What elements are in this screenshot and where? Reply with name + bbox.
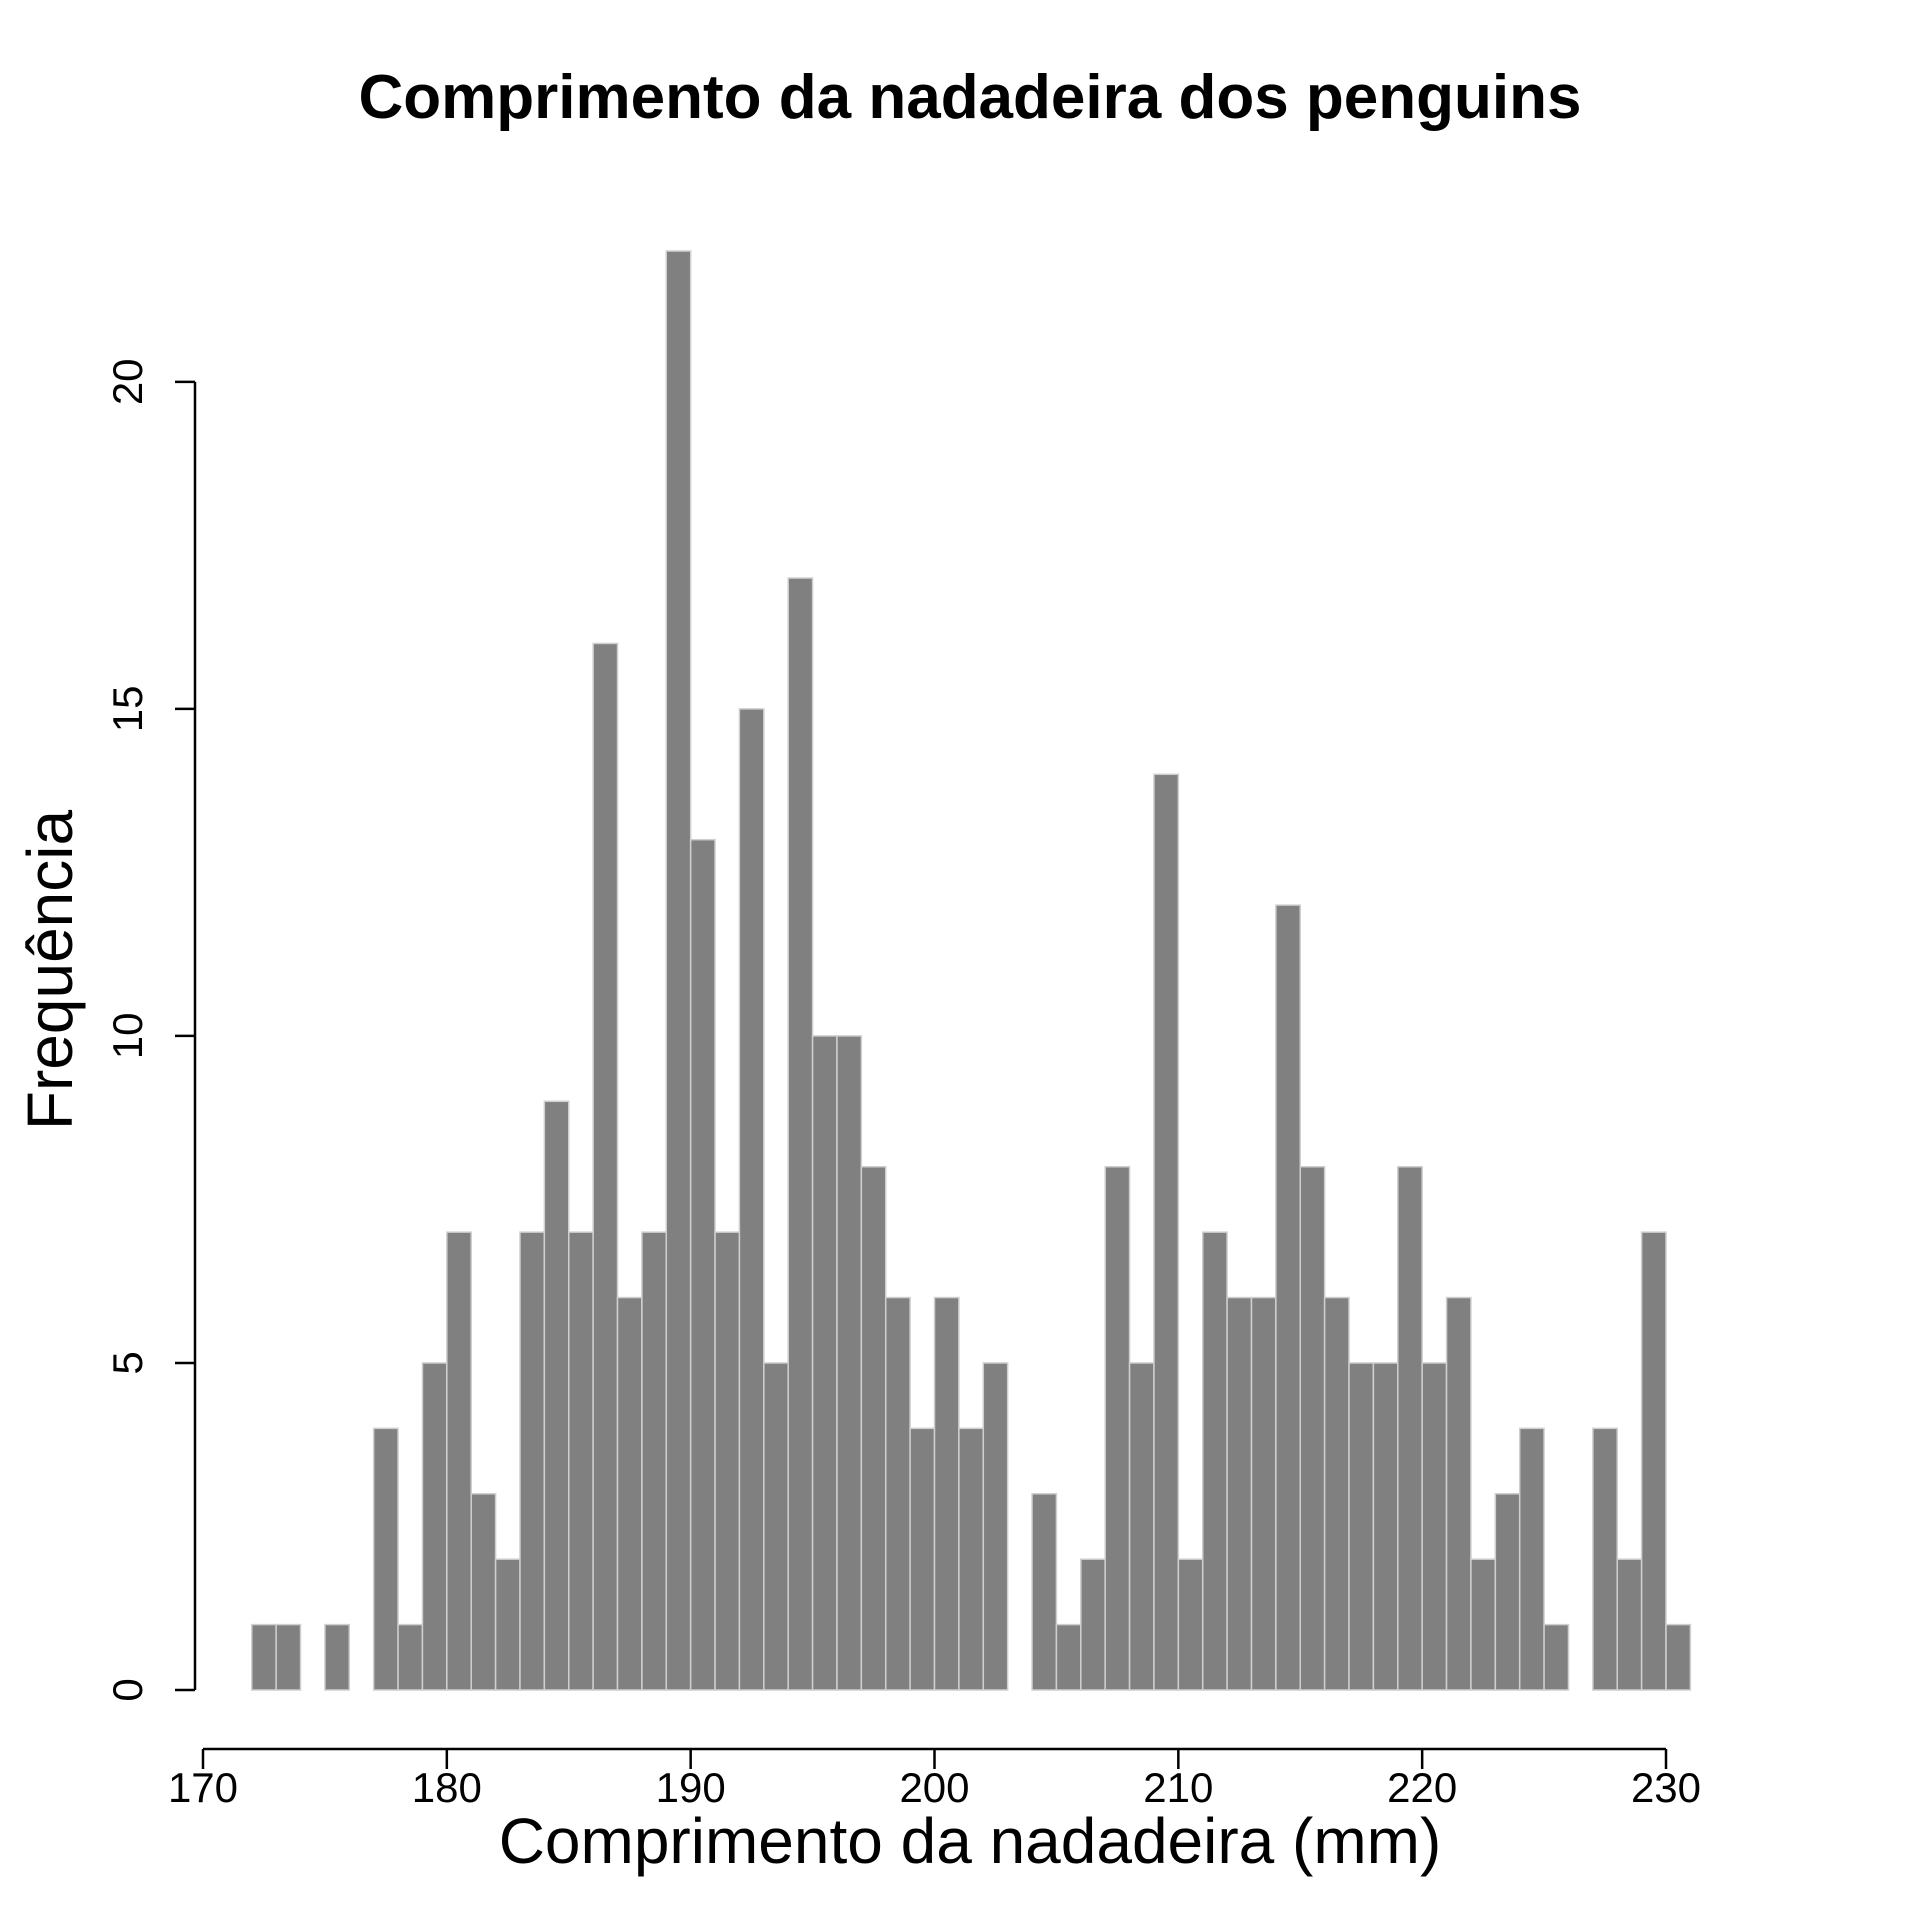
histogram-bar: [1055, 1623, 1082, 1691]
histogram-bar: [1640, 1231, 1667, 1691]
histogram-bar: [1128, 1362, 1155, 1691]
histogram-bar: [1153, 773, 1180, 1691]
histogram-bar: [1592, 1427, 1618, 1691]
x-tick-label: 180: [412, 1764, 482, 1811]
histogram-bar: [860, 1165, 887, 1691]
histogram-bar: [958, 1427, 985, 1691]
histogram-bar: [568, 1231, 594, 1691]
y-axis: 0 5 10 15 20: [104, 358, 197, 1702]
histogram-bar: [1348, 1362, 1375, 1691]
y-tick-label: 15: [104, 686, 151, 733]
histogram-bar: [592, 642, 619, 1691]
y-tick-label: 20: [104, 358, 151, 405]
histogram-bar: [616, 1296, 643, 1691]
y-tick-label: 0: [104, 1678, 151, 1701]
histogram-bar: [787, 577, 814, 1691]
histogram-bar: [738, 708, 765, 1691]
histogram-bar: [982, 1362, 1009, 1691]
histogram-bar: [689, 838, 716, 1691]
histogram-bar: [275, 1623, 302, 1691]
histogram-bar: [1201, 1231, 1228, 1691]
x-axis-label: Comprimento da nadadeira (mm): [499, 1805, 1442, 1877]
x-tick-label: 210: [1143, 1764, 1213, 1811]
x-tick-label: 190: [656, 1764, 726, 1811]
histogram-bar: [494, 1558, 521, 1691]
y-tick-label: 10: [104, 1013, 151, 1060]
histogram-bar: [1080, 1558, 1106, 1691]
histogram-bar: [909, 1427, 936, 1691]
histogram-bar: [811, 1035, 838, 1691]
histogram-bar: [933, 1296, 960, 1691]
histogram-bar: [1299, 1165, 1326, 1691]
histogram-bar: [836, 1035, 863, 1691]
histogram-bar: [1445, 1296, 1472, 1691]
histogram-bar: [446, 1231, 472, 1691]
histogram-bar: [372, 1427, 399, 1691]
histogram-bar: [251, 1623, 277, 1691]
histogram-bar: [1543, 1623, 1570, 1691]
histogram-bar: [641, 1231, 668, 1691]
histogram-bar: [1397, 1165, 1423, 1691]
histogram-bar: [470, 1493, 497, 1691]
histogram-bar: [1226, 1296, 1253, 1691]
histogram-bar: [519, 1231, 546, 1691]
histogram-bar: [1323, 1296, 1350, 1691]
histogram-bar: [1470, 1558, 1497, 1691]
histogram-bar: [884, 1296, 911, 1691]
y-tick-label: 5: [104, 1351, 151, 1374]
histogram-bar: [1421, 1362, 1448, 1691]
x-tick-label: 170: [168, 1764, 238, 1811]
histogram-bar: [1177, 1558, 1204, 1691]
histogram-bar: [543, 1100, 570, 1691]
histogram-bar: [1104, 1165, 1131, 1691]
chart-title: Comprimento da nadadeira dos penguins: [359, 63, 1582, 132]
histogram-bar: [763, 1362, 789, 1691]
histogram-bar: [1031, 1493, 1058, 1691]
x-tick-label: 220: [1387, 1764, 1457, 1811]
histogram-bar: [1518, 1427, 1545, 1691]
histogram-bar: [1275, 904, 1302, 1691]
x-tick-label: 230: [1631, 1764, 1701, 1811]
histogram-bar: [665, 250, 692, 1691]
histogram-bar: [324, 1623, 351, 1691]
x-tick-label: 200: [899, 1764, 969, 1811]
histogram-bar: [1494, 1493, 1521, 1691]
histogram-bar: [1616, 1558, 1643, 1691]
histogram-bar: [397, 1623, 424, 1691]
y-axis-label: Frequência: [14, 810, 86, 1131]
histogram-bar: [714, 1231, 741, 1691]
histogram-bar: [1665, 1623, 1692, 1691]
histogram-bar: [1250, 1296, 1277, 1691]
x-axis: 170 180 190 200 210 220 230: [168, 1747, 1701, 1811]
bars-group: [251, 250, 1692, 1691]
histogram-bar: [421, 1362, 448, 1691]
histogram-bar: [1372, 1362, 1399, 1691]
